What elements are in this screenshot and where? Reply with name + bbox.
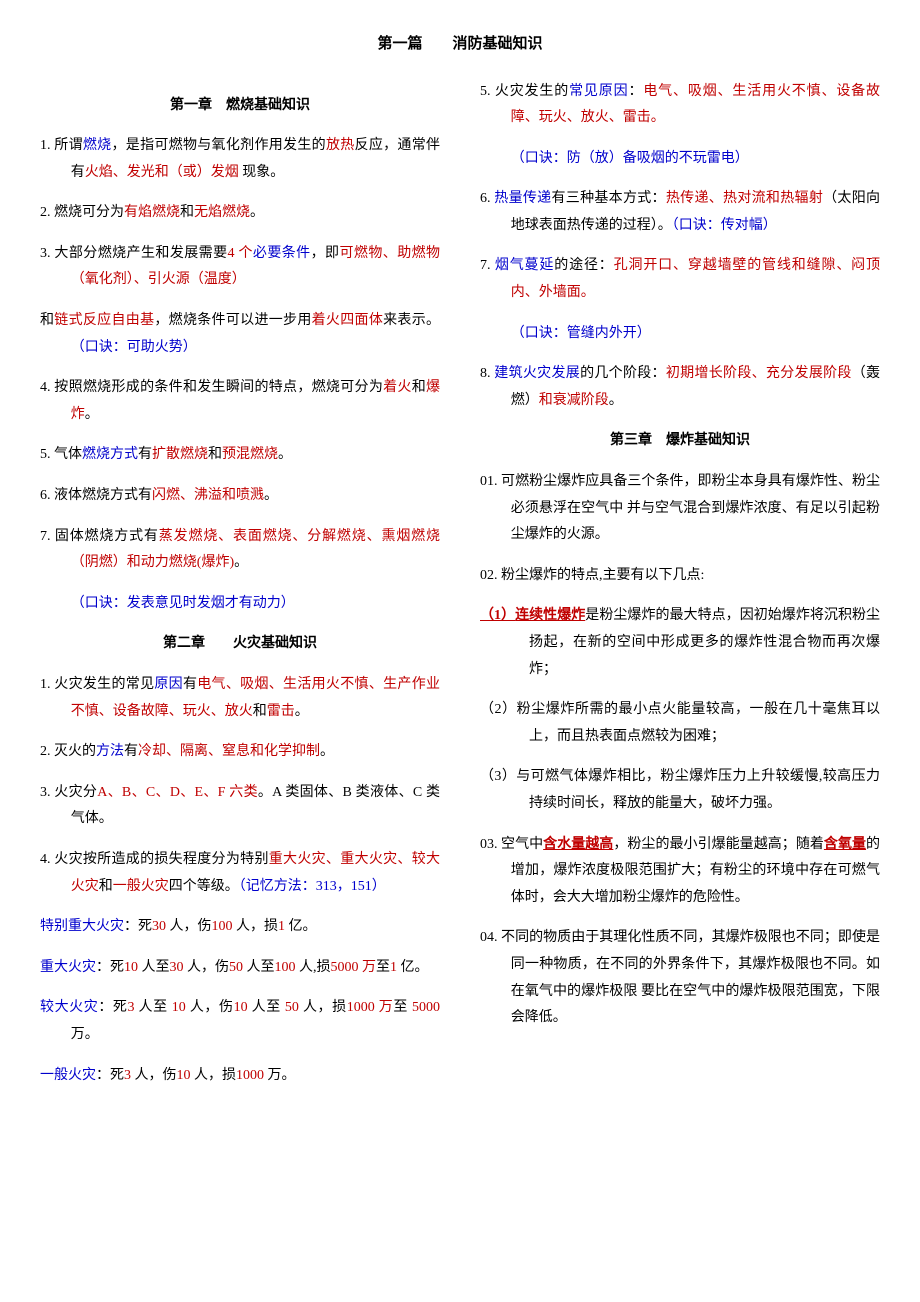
ch2-item-5: 特别重大火灾：死30 人，伤100 人，损1 亿。 (40, 914, 440, 941)
ch2-item-6: 重大火灾：死10 人至30 人，伤50 人至100 人,损5000 万至1 亿。 (40, 955, 440, 982)
ch1-item-4: 4. 按照燃烧形成的条件和发生瞬间的特点，燃烧可分为着火和爆炸。 (40, 375, 440, 428)
chapter-3-title: 第三章 爆炸基础知识 (480, 428, 880, 455)
ch1-item-5: 5. 气体燃烧方式有扩散燃烧和预混燃烧。 (40, 442, 440, 469)
ch1-item-2: 2. 燃烧可分为有焰燃烧和无焰燃烧。 (40, 200, 440, 227)
right-column: 5. 火灾发生的常见原因：电气、吸烟、生活用火不慎、设备故障、玩火、放火、雷击。… (480, 79, 880, 1104)
ch2-item-2: 2. 灭火的方法有冷却、隔离、窒息和化学抑制。 (40, 739, 440, 766)
left-column: 第一章 燃烧基础知识 1. 所谓燃烧，是指可燃物与氧化剂作用发生的放热反应，通常… (40, 79, 440, 1104)
ch2-item-7: 较大火灾：死3 人至 10 人，伤10 人至 50 人，损1000 万至 500… (40, 995, 440, 1048)
ch1-item-6: 6. 液体燃烧方式有闪燃、沸溢和喷溅。 (40, 483, 440, 510)
ch3-item-2a: （1）连续性爆炸是粉尘爆炸的最大特点，因初始爆炸将沉积粉尘扬起，在新的空间中形成… (480, 603, 880, 683)
ch1-item-3: 3. 大部分燃烧产生和发展需要4 个必要条件，即可燃物、助燃物（氧化剂）、引火源… (40, 241, 440, 294)
ch2-item-1: 1. 火灾发生的常见原因有电气、吸烟、生活用火不慎、生产作业不慎、设备故障、玩火… (40, 672, 440, 725)
ch2-item-4: 4. 火灾按所造成的损失程度分为特别重大火灾、重大火灾、较大火灾和一般火灾四个等… (40, 847, 440, 900)
ch1-item-7-note: （口诀：发表意见时发烟才有动力） (40, 591, 440, 618)
ch3-item-2c: （3）与可燃气体爆炸相比，粉尘爆炸压力上升较缓慢,较高压力持续时间长，释放的能量… (480, 764, 880, 817)
main-title: 第一篇 消防基础知识 (40, 30, 880, 59)
ch2b-item-5: 5. 火灾发生的常见原因：电气、吸烟、生活用火不慎、设备故障、玩火、放火、雷击。 (480, 79, 880, 132)
ch2b-item-6: 6. 热量传递有三种基本方式：热传递、热对流和热辐射（太阳向地球表面热传递的过程… (480, 186, 880, 239)
ch2-item-3: 3. 火灾分A、B、C、D、E、F 六类。A 类固体、B 类液体、C 类气体。 (40, 780, 440, 833)
ch1-item-3b: 和链式反应自由基，燃烧条件可以进一步用着火四面体来表示。（口诀：可助火势） (40, 308, 440, 361)
ch3-item-4: 04. 不同的物质由于其理化性质不同，其爆炸极限也不同；即使是同一种物质，在不同… (480, 925, 880, 1031)
ch2b-item-8: 8. 建筑火灾发展的几个阶段：初期增长阶段、充分发展阶段（轰燃）和衰减阶段。 (480, 361, 880, 414)
ch3-item-2: 02. 粉尘爆炸的特点,主要有以下几点: (480, 563, 880, 590)
ch1-item-1: 1. 所谓燃烧，是指可燃物与氧化剂作用发生的放热反应，通常伴有火焰、发光和（或）… (40, 133, 440, 186)
ch1-item-7: 7. 固体燃烧方式有蒸发燃烧、表面燃烧、分解燃烧、熏烟燃烧（阴燃）和动力燃烧(爆… (40, 524, 440, 577)
chapter-1-title: 第一章 燃烧基础知识 (40, 93, 440, 120)
content-columns: 第一章 燃烧基础知识 1. 所谓燃烧，是指可燃物与氧化剂作用发生的放热反应，通常… (40, 79, 880, 1104)
ch3-item-3: 03. 空气中含水量越高，粉尘的最小引爆能量越高；随着含氧量的增加，爆炸浓度极限… (480, 832, 880, 912)
ch2-item-8: 一般火灾：死3 人，伤10 人，损1000 万。 (40, 1063, 440, 1090)
ch2b-item-7-note: （口诀：管缝内外开） (480, 321, 880, 348)
ch2b-item-5-note: （口诀：防（放）备吸烟的不玩雷电） (480, 146, 880, 173)
title-part2: 消防基础知识 (453, 36, 543, 52)
chapter-2-title: 第二章 火灾基础知识 (40, 631, 440, 658)
ch3-item-1: 01. 可燃粉尘爆炸应具备三个条件，即粉尘本身具有爆炸性、粉尘必须悬浮在空气中 … (480, 469, 880, 549)
ch2b-item-7: 7. 烟气蔓延的途径：孔洞开口、穿越墙壁的管线和缝隙、闷顶内、外墙面。 (480, 253, 880, 306)
title-part1: 第一篇 (377, 36, 422, 52)
ch3-item-2b: （2）粉尘爆炸所需的最小点火能量较高，一般在几十毫焦耳以上，而且热表面点燃较为困… (480, 697, 880, 750)
